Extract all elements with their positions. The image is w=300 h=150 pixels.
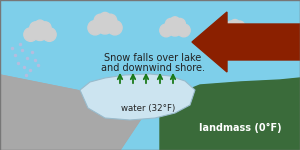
Circle shape [94,14,107,27]
Text: water (32°F): water (32°F) [121,103,175,112]
Circle shape [108,21,122,35]
Circle shape [221,26,233,38]
Polygon shape [0,75,150,150]
Circle shape [24,28,38,41]
Circle shape [237,26,249,38]
Circle shape [32,24,49,40]
Circle shape [88,21,102,35]
Circle shape [39,22,51,34]
Circle shape [30,22,42,34]
Circle shape [177,24,190,37]
Circle shape [96,16,114,34]
Circle shape [167,20,183,36]
Text: landmass (0°F): landmass (0°F) [199,123,281,133]
Circle shape [227,22,242,38]
Polygon shape [160,78,300,150]
Circle shape [230,20,239,28]
Text: Snow falls over lake: Snow falls over lake [104,53,202,63]
Circle shape [234,21,245,32]
Circle shape [43,28,56,41]
Circle shape [104,14,117,27]
Circle shape [160,24,172,37]
Circle shape [226,21,236,32]
Polygon shape [0,75,150,150]
Circle shape [170,17,180,26]
Polygon shape [80,74,195,120]
Circle shape [174,18,185,30]
Polygon shape [192,12,300,72]
Circle shape [100,12,110,23]
Circle shape [165,18,177,30]
Text: and downwind shore.: and downwind shore. [101,63,205,73]
Circle shape [35,20,45,30]
